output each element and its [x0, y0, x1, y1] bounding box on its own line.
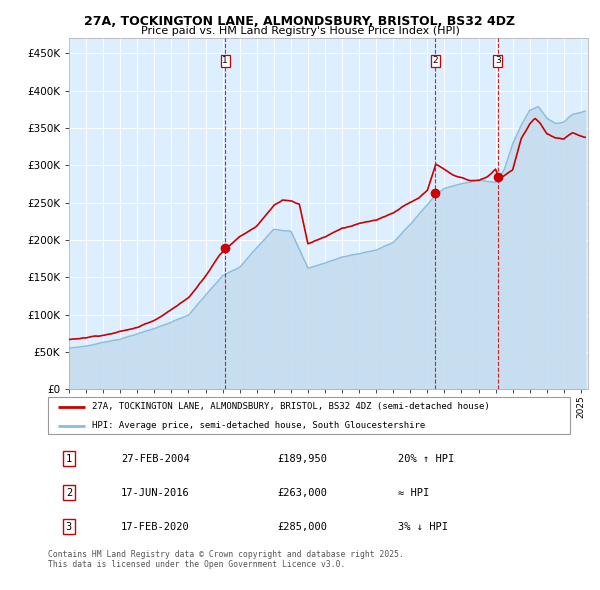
Text: 17-FEB-2020: 17-FEB-2020	[121, 522, 190, 532]
Text: £263,000: £263,000	[278, 488, 328, 497]
Text: 1: 1	[223, 56, 228, 65]
Text: HPI: Average price, semi-detached house, South Gloucestershire: HPI: Average price, semi-detached house,…	[92, 421, 425, 430]
Text: 20% ↑ HPI: 20% ↑ HPI	[398, 454, 454, 464]
Text: 27A, TOCKINGTON LANE, ALMONDSBURY, BRISTOL, BS32 4DZ (semi-detached house): 27A, TOCKINGTON LANE, ALMONDSBURY, BRIST…	[92, 402, 490, 411]
Text: 2: 2	[66, 488, 72, 497]
Text: Contains HM Land Registry data © Crown copyright and database right 2025.
This d: Contains HM Land Registry data © Crown c…	[48, 550, 404, 569]
Text: ≈ HPI: ≈ HPI	[398, 488, 429, 497]
Text: £285,000: £285,000	[278, 522, 328, 532]
Text: 17-JUN-2016: 17-JUN-2016	[121, 488, 190, 497]
Text: £189,950: £189,950	[278, 454, 328, 464]
Text: 3% ↓ HPI: 3% ↓ HPI	[398, 522, 448, 532]
Text: 3: 3	[66, 522, 72, 532]
FancyBboxPatch shape	[48, 397, 570, 434]
Text: 1: 1	[66, 454, 72, 464]
Text: 27-FEB-2004: 27-FEB-2004	[121, 454, 190, 464]
Text: 3: 3	[495, 56, 500, 65]
Text: Price paid vs. HM Land Registry's House Price Index (HPI): Price paid vs. HM Land Registry's House …	[140, 26, 460, 36]
Text: 27A, TOCKINGTON LANE, ALMONDSBURY, BRISTOL, BS32 4DZ: 27A, TOCKINGTON LANE, ALMONDSBURY, BRIST…	[85, 15, 515, 28]
Text: 2: 2	[433, 56, 438, 65]
